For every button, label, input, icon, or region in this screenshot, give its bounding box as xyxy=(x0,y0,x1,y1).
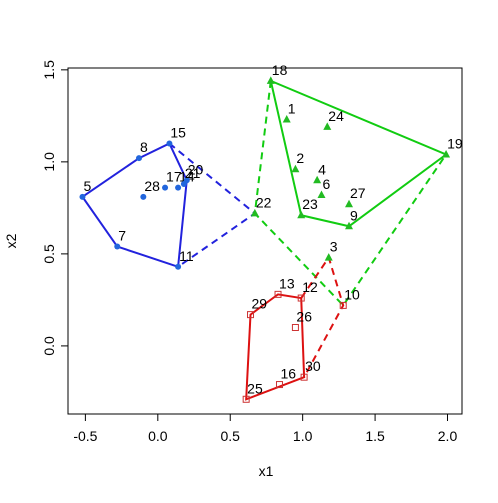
point-label: 23 xyxy=(302,196,318,212)
x-tick-label: 2.0 xyxy=(438,428,458,444)
point-label: 7 xyxy=(118,228,126,244)
point xyxy=(291,164,300,173)
point xyxy=(275,381,283,389)
x-tick-label: 1.5 xyxy=(365,428,385,444)
point xyxy=(247,311,255,319)
point xyxy=(291,324,299,331)
point xyxy=(345,221,354,230)
point xyxy=(300,373,308,381)
hull-line xyxy=(81,142,188,269)
point xyxy=(442,150,451,158)
point xyxy=(114,243,121,250)
point xyxy=(79,193,86,200)
point-label: 9 xyxy=(350,207,358,223)
point-label: 4 xyxy=(318,161,326,177)
point-label: 27 xyxy=(350,185,366,201)
x-tick-label: 1.0 xyxy=(293,428,313,444)
plot-box xyxy=(67,67,463,415)
point-label: 5 xyxy=(83,178,91,194)
point xyxy=(323,122,332,130)
point-label: 2 xyxy=(296,150,304,166)
point xyxy=(266,76,275,84)
point-label: 20 xyxy=(188,161,204,177)
point xyxy=(345,199,354,208)
point-label: 15 xyxy=(170,124,186,140)
x-axis-label: x1 xyxy=(259,463,274,479)
point-label: 16 xyxy=(280,366,296,382)
x-tick-label: 0.5 xyxy=(221,428,241,444)
point-label: 22 xyxy=(256,194,272,210)
point-label: 8 xyxy=(140,139,148,155)
point-label: 11 xyxy=(179,248,194,264)
point-label: 14 xyxy=(179,169,195,185)
point xyxy=(175,184,182,191)
x-tick-label: 0.0 xyxy=(148,428,168,444)
point xyxy=(313,175,322,184)
point xyxy=(140,193,147,200)
point xyxy=(297,210,306,219)
hull-line xyxy=(300,255,345,378)
point-label: 21 xyxy=(185,165,201,181)
y-axis-label: x2 xyxy=(3,233,19,248)
y-tick-label: 1.0 xyxy=(41,152,57,172)
point-label: 28 xyxy=(144,178,160,194)
y-tick-label: 0.5 xyxy=(41,244,57,264)
point xyxy=(180,180,187,187)
point xyxy=(282,115,291,123)
point xyxy=(175,263,182,270)
point-label: 10 xyxy=(344,286,360,302)
point-label: 1 xyxy=(288,101,296,117)
point-label: 30 xyxy=(305,358,321,374)
point-label: 12 xyxy=(302,279,318,295)
point xyxy=(162,184,169,191)
point xyxy=(166,140,173,147)
hull-line xyxy=(245,293,306,401)
point-label: 24 xyxy=(328,108,344,124)
point xyxy=(317,190,326,198)
hull-line xyxy=(253,80,447,307)
point xyxy=(135,155,142,162)
y-tick-label: 1.5 xyxy=(41,60,57,80)
point-label: 26 xyxy=(296,309,312,325)
point xyxy=(324,253,333,261)
point-label: 3 xyxy=(330,239,338,255)
x-tick-label: -0.5 xyxy=(73,428,97,444)
point xyxy=(297,294,305,302)
point xyxy=(250,208,259,217)
point-label: 17 xyxy=(166,169,182,185)
point-label: 18 xyxy=(272,62,288,78)
point-label: 6 xyxy=(322,176,330,192)
point xyxy=(242,395,250,403)
point xyxy=(339,301,347,309)
point xyxy=(274,290,282,298)
point-label: 29 xyxy=(252,296,268,312)
point-label: 13 xyxy=(279,275,295,291)
point-label: 19 xyxy=(447,136,463,152)
point-label: 25 xyxy=(247,380,263,396)
y-tick-label: 0.0 xyxy=(41,336,57,356)
